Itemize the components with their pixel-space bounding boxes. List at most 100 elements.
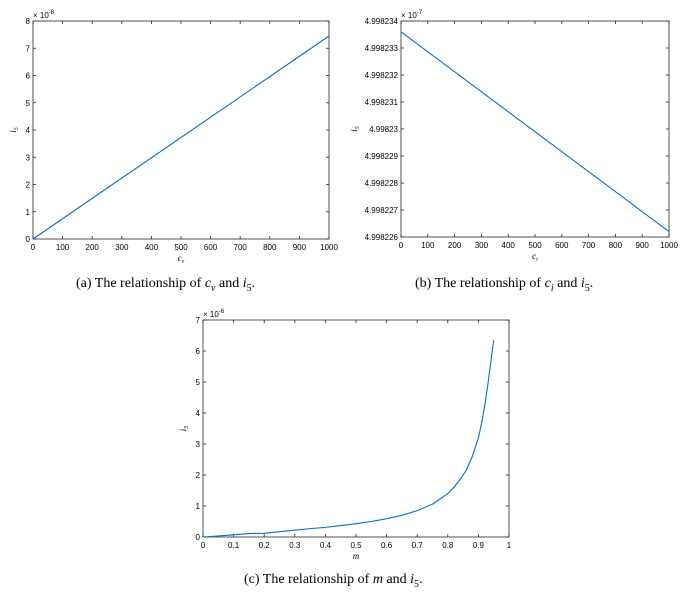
x-tick-label-c: 0.8 xyxy=(442,541,454,550)
x-tick-label-a: 500 xyxy=(174,243,188,252)
x-tick-label-a: 900 xyxy=(293,243,307,252)
caption-c-var: m xyxy=(372,572,383,587)
caption-b-sub: i xyxy=(550,282,554,294)
plot-frame-c xyxy=(202,319,510,538)
x-axis-label-b: ci xyxy=(532,251,538,263)
y-tick-label-b: 4.998231 xyxy=(365,98,399,107)
x-tick-label-c: 0 xyxy=(201,541,206,550)
y-tick-label-c: 2 xyxy=(196,471,201,480)
y-tick-label-a: 3 xyxy=(26,153,31,162)
y-tick-label-a: 7 xyxy=(26,44,31,53)
y-axis-label-b: i5 xyxy=(349,126,361,132)
y-tick-label-c: 6 xyxy=(196,347,201,356)
x-tick-label-b: 700 xyxy=(582,241,596,250)
x-tick-label-a: 1000 xyxy=(320,243,338,252)
y-tick-label-b: 4.99823 xyxy=(369,125,398,134)
plot-frame-a xyxy=(32,20,330,240)
x-tick-label-c: 0.7 xyxy=(412,541,424,550)
y-axis-label-sub-b: 5 xyxy=(355,126,361,129)
y-tick-label-c: 4 xyxy=(196,409,201,418)
plot-frame-b xyxy=(400,20,670,238)
exponent-label-b: × 10-7 xyxy=(401,10,423,20)
exponent-label-c: × 10-6 xyxy=(203,309,225,319)
x-axis-label-sub-a: v xyxy=(182,259,185,265)
x-tick-label-c: 0.3 xyxy=(289,541,301,550)
x-tick-label-a: 100 xyxy=(56,243,70,252)
caption-a-sub: v xyxy=(211,282,216,294)
chart-b: 0 100 200 300 400 500 600 700 800 900 1000 4.998226… xyxy=(349,10,678,263)
caption-a-var2: i xyxy=(242,276,247,291)
caption-a-end: . xyxy=(251,276,256,291)
caption-b-mid: and xyxy=(553,276,581,291)
caption-b-sub2: 5 xyxy=(584,282,590,294)
y-tick-label-b: 4.998228 xyxy=(365,179,399,188)
y-tick-label-c: 3 xyxy=(196,440,201,449)
x-tick-label-b: 200 xyxy=(448,241,462,250)
caption-b-end: . xyxy=(589,276,594,291)
x-tick-label-b: 900 xyxy=(636,241,650,250)
x-tick-label-c: 0.5 xyxy=(350,541,362,550)
y-tick-label-c: 5 xyxy=(196,378,201,387)
caption-c: (c) The relationship of m and i5. xyxy=(244,572,423,590)
caption-b-var: c xyxy=(544,276,551,291)
x-tick-label-c: 0.1 xyxy=(228,541,240,550)
x-tick-label-a: 700 xyxy=(234,243,248,252)
series-line-c-0 xyxy=(202,340,495,538)
x-tick-label-b: 300 xyxy=(475,241,489,250)
y-tick-label-c: 7 xyxy=(196,316,201,325)
x-tick-label-b: 0 xyxy=(399,241,404,250)
y-tick-label-a: 5 xyxy=(26,99,31,108)
y-tick-label-a: 0 xyxy=(26,235,31,244)
y-tick-label-b: 4.998233 xyxy=(365,44,399,53)
exponent-power-c: -6 xyxy=(219,309,225,315)
caption-c-mid: and xyxy=(382,572,411,587)
y-axis-label-c: i5 xyxy=(178,426,190,432)
caption-a-sub2: 5 xyxy=(246,282,252,294)
series-line-b-0 xyxy=(400,31,670,233)
x-tick-label-a: 800 xyxy=(263,243,277,252)
x-tick-label-b: 800 xyxy=(609,241,623,250)
y-tick-label-a: 6 xyxy=(26,72,31,81)
caption-b-var2: i xyxy=(580,276,585,291)
chart-a: 0 100 200 300 400 500 600 700 800 900 1000 0 1 2 3 4 5 6 7… xyxy=(8,10,338,265)
x-tick-label-b: 500 xyxy=(528,241,542,250)
caption-c-prefix: (c) The relationship of xyxy=(244,572,373,587)
caption-c-end: . xyxy=(419,572,423,587)
y-tick-label-a: 2 xyxy=(26,181,31,190)
exponent-power-b: -7 xyxy=(417,10,423,16)
caption-a-mid: and xyxy=(215,276,243,291)
y-tick-label-b: 4.998234 xyxy=(365,17,399,26)
y-tick-label-b: 4.998229 xyxy=(365,152,399,161)
x-tick-label-a: 400 xyxy=(145,243,159,252)
y-tick-label-b: 4.998227 xyxy=(365,206,399,215)
x-tick-label-c: 0.2 xyxy=(259,541,271,550)
x-tick-label-a: 300 xyxy=(115,243,129,252)
x-tick-label-c: 0.4 xyxy=(320,541,332,550)
x-tick-label-b: 1000 xyxy=(660,241,678,250)
y-tick-label-a: 1 xyxy=(26,208,31,217)
caption-c-var2: i xyxy=(410,572,415,587)
x-tick-label-b: 600 xyxy=(555,241,569,250)
x-tick-label-b: 400 xyxy=(502,241,516,250)
y-axis-label-a: i5 xyxy=(8,127,20,133)
x-tick-label-b: 100 xyxy=(421,241,435,250)
caption-a-prefix: (a) The relationship of xyxy=(76,276,205,291)
x-tick-label-a: 0 xyxy=(31,243,36,252)
x-tick-label-c: 1 xyxy=(507,541,512,550)
x-tick-label-c: 0.6 xyxy=(381,541,393,550)
chart-c: 0 0.1 0.2 0.3 0.4 0.5 0.6 0.7 0.8 0.9 1 0 1 2 3 4 5 6 7× 1… xyxy=(178,309,512,561)
series-line-a-0 xyxy=(32,35,330,240)
exponent-label-a: × 10-8 xyxy=(33,10,55,20)
y-tick-label-b: 4.998226 xyxy=(365,233,399,242)
y-tick-label-a: 4 xyxy=(26,126,31,135)
exponent-power-a: -8 xyxy=(49,10,55,16)
caption-b-prefix: (b) The relationship of xyxy=(415,276,545,291)
y-tick-label-b: 4.998232 xyxy=(365,71,399,80)
y-tick-label-c: 0 xyxy=(196,533,201,542)
x-tick-label-c: 0.9 xyxy=(473,541,485,550)
x-axis-label-a: cv xyxy=(178,253,185,265)
x-tick-label-a: 200 xyxy=(86,243,100,252)
y-axis-label-sub-c: 5 xyxy=(184,426,190,429)
x-axis-label-sub-b: i xyxy=(536,257,538,263)
